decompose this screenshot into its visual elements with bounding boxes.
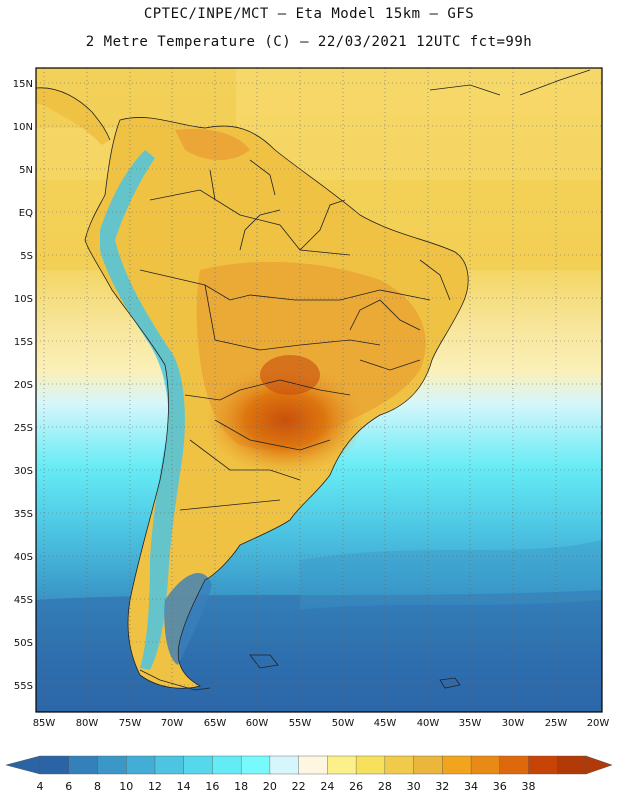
longitude-labels: 85W 80W 75W 70W 65W 60W 55W 50W 45W 40W …	[33, 718, 610, 729]
lat-label: 10N	[13, 122, 33, 133]
lat-label: 5N	[19, 165, 33, 176]
colorbar-swatch	[298, 755, 329, 775]
lat-label: 20S	[14, 380, 33, 391]
lon-label: 55W	[289, 718, 312, 729]
lat-label: 10S	[14, 294, 33, 305]
colorbar-swatch	[470, 755, 501, 775]
colorbar-label: 16	[205, 780, 219, 793]
lon-label: 75W	[119, 718, 142, 729]
colorbar-swatch	[183, 755, 214, 775]
colorbar-swatch	[97, 755, 127, 775]
country-borders	[36, 69, 591, 691]
colorbar-label: 28	[378, 780, 392, 793]
colorbar-swatch	[154, 755, 185, 775]
colorbar-label: 10	[119, 780, 133, 793]
lon-label: 70W	[161, 718, 184, 729]
colorbar-label: 26	[349, 780, 363, 793]
lat-label: 15N	[13, 79, 33, 90]
colorbar-label: 20	[263, 780, 277, 793]
colorbar-swatch	[212, 755, 242, 775]
colorbar-label: 32	[435, 780, 449, 793]
colorbar-swatch	[269, 755, 300, 775]
colorbar-swatch	[499, 755, 530, 775]
andes-cool-strip	[100, 150, 185, 670]
lat-label: 30S	[14, 466, 33, 477]
colorbar-label: 18	[234, 780, 248, 793]
map-field	[36, 68, 602, 712]
colorbar-label: 4	[37, 780, 44, 793]
lon-label: 85W	[33, 718, 56, 729]
colorbar-swatch	[384, 755, 415, 775]
heat-core	[205, 365, 365, 475]
lat-label: EQ	[19, 208, 33, 219]
colorbar-label: 8	[94, 780, 101, 793]
lon-label: 35W	[459, 718, 482, 729]
lat-label: 25S	[14, 423, 33, 434]
colorbar-swatch	[557, 755, 587, 775]
lon-label: 60W	[246, 718, 269, 729]
lon-label: 40W	[417, 718, 440, 729]
colorbar-swatch	[126, 755, 156, 775]
colorbar-swatch	[240, 755, 271, 775]
latitude-labels: 15N 10N 5N EQ 5S 10S 15S 20S 25S 30S 35S…	[13, 79, 33, 692]
colorbar-label: 14	[177, 780, 191, 793]
colorbar-label: 30	[407, 780, 421, 793]
colorbar-swatch	[413, 755, 444, 775]
colorbar-label: 6	[65, 780, 72, 793]
lon-label: 50W	[332, 718, 355, 729]
lat-label: 5S	[20, 251, 33, 262]
colorbar-swatch	[327, 755, 357, 775]
lon-label: 80W	[76, 718, 99, 729]
colorbar-label: 24	[320, 780, 334, 793]
lat-label: 40S	[14, 552, 33, 563]
title-line-1: CPTEC/INPE/MCT – Eta Model 15km – GFS	[143, 6, 475, 22]
graticule	[36, 68, 602, 712]
lat-label: 45S	[14, 595, 33, 606]
colorbar-swatch	[442, 755, 472, 775]
map-frame	[35, 67, 603, 713]
title-line-2: 2 Metre Temperature (C) – 22/03/2021 12U…	[85, 34, 533, 50]
colorbar-label: 36	[493, 780, 507, 793]
colorbar-low-arrow	[5, 755, 41, 775]
colorbar: 4 6 8 10 12 14 16 18 20 22 24 26 28 30 32 34 36 38	[5, 755, 613, 793]
lon-label: 45W	[374, 718, 397, 729]
colorbar-label: 38	[522, 780, 536, 793]
lat-label: 50S	[14, 638, 33, 649]
lat-label: 15S	[14, 337, 33, 348]
colorbar-swatch	[68, 755, 99, 775]
colorbar-swatch	[355, 755, 386, 775]
colorbar-label: 12	[148, 780, 162, 793]
colorbar-swatch	[528, 755, 558, 775]
colorbar-label: 34	[464, 780, 478, 793]
lon-label: 20W	[587, 718, 610, 729]
colorbar-high-arrow	[585, 755, 613, 775]
lat-label: 55S	[14, 681, 33, 692]
lon-label: 25W	[545, 718, 568, 729]
lon-label: 65W	[204, 718, 227, 729]
lon-label: 30W	[502, 718, 525, 729]
colorbar-swatch	[39, 755, 70, 775]
lat-label: 35S	[14, 509, 33, 520]
colorbar-label: 22	[292, 780, 306, 793]
